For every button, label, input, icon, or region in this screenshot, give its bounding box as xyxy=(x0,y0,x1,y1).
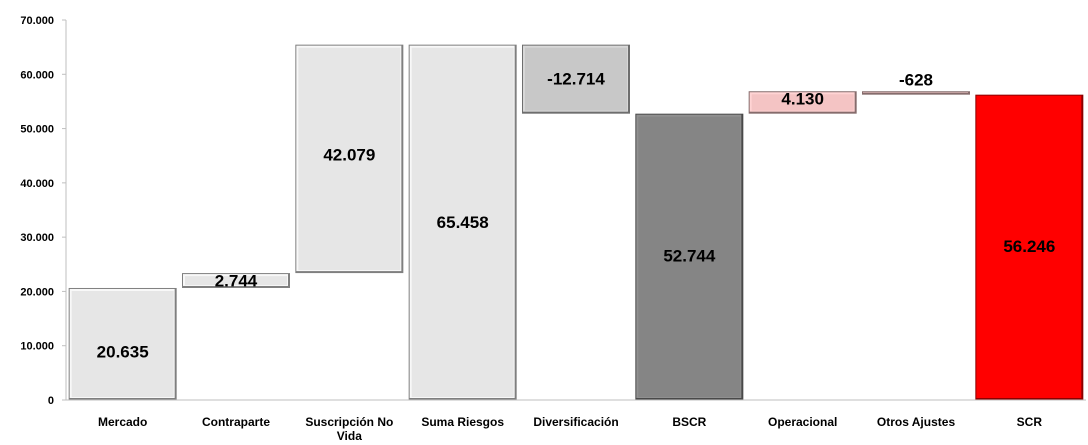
y-tick-label: 30.000 xyxy=(20,232,54,244)
bar-fill xyxy=(751,94,854,111)
x-tick-label: Suma Riesgos xyxy=(421,415,504,429)
data-label: 4.130 xyxy=(781,90,824,109)
y-tick-label: 20.000 xyxy=(20,286,54,298)
waterfall-bar xyxy=(975,94,1084,400)
waterfall-bar xyxy=(635,113,744,401)
data-label: 52.744 xyxy=(663,246,716,265)
waterfall-bar xyxy=(182,273,290,288)
waterfall-bar xyxy=(862,91,970,95)
data-label: 42.079 xyxy=(323,145,375,164)
data-label: 2.744 xyxy=(215,272,258,291)
y-tick-label: 40.000 xyxy=(20,178,54,190)
bar-fill xyxy=(71,290,174,397)
bar-fill xyxy=(978,97,1081,397)
data-label: -12.714 xyxy=(547,70,605,89)
data-labels: 20.635 2.744 42.079 65.458 -12.714 52.744 4.13… xyxy=(97,70,1056,362)
y-tick-label: 70.000 xyxy=(20,15,54,27)
data-label: 56.246 xyxy=(1003,237,1055,256)
x-tick-label: Diversificación xyxy=(533,415,618,429)
bar-fill xyxy=(525,47,627,111)
bar-fill xyxy=(411,47,514,398)
x-tick-label: Contraparte xyxy=(202,415,270,429)
x-tick-label: Otros Ajustes xyxy=(877,415,956,429)
data-label: 20.635 xyxy=(97,342,149,361)
bar-frame xyxy=(862,91,970,95)
waterfall-bar xyxy=(522,44,630,114)
waterfall-bar xyxy=(748,91,857,114)
waterfall-bar xyxy=(295,44,404,274)
bar-fill xyxy=(185,276,287,285)
x-axis: Mercado Contraparte Suscripción No Vida Suma… xyxy=(66,399,1086,443)
y-tick-label: 60.000 xyxy=(20,69,54,81)
bar-highlight xyxy=(863,92,968,93)
x-tick-label: SCR xyxy=(1017,415,1043,429)
bar-fill xyxy=(298,47,401,271)
data-label: -628 xyxy=(899,71,933,90)
y-axis: 0 10.000 20.000 30.000 40.000 50.000 60.000 70.… xyxy=(20,15,67,407)
y-tick-label: 10.000 xyxy=(20,341,54,353)
data-label: 65.458 xyxy=(437,213,489,232)
waterfall-bar xyxy=(68,287,177,400)
x-tick-label: BSCR xyxy=(672,415,706,429)
x-tick-label: Mercado xyxy=(98,415,147,429)
x-tick-label: Operacional xyxy=(768,415,837,429)
x-tick-label: Suscripción No Vida xyxy=(305,415,393,443)
bar-fill xyxy=(638,116,741,398)
y-tick-label: 50.000 xyxy=(20,124,54,136)
y-tick-label: 0 xyxy=(48,395,54,407)
waterfall-bar xyxy=(408,44,517,401)
bars xyxy=(68,44,1084,401)
